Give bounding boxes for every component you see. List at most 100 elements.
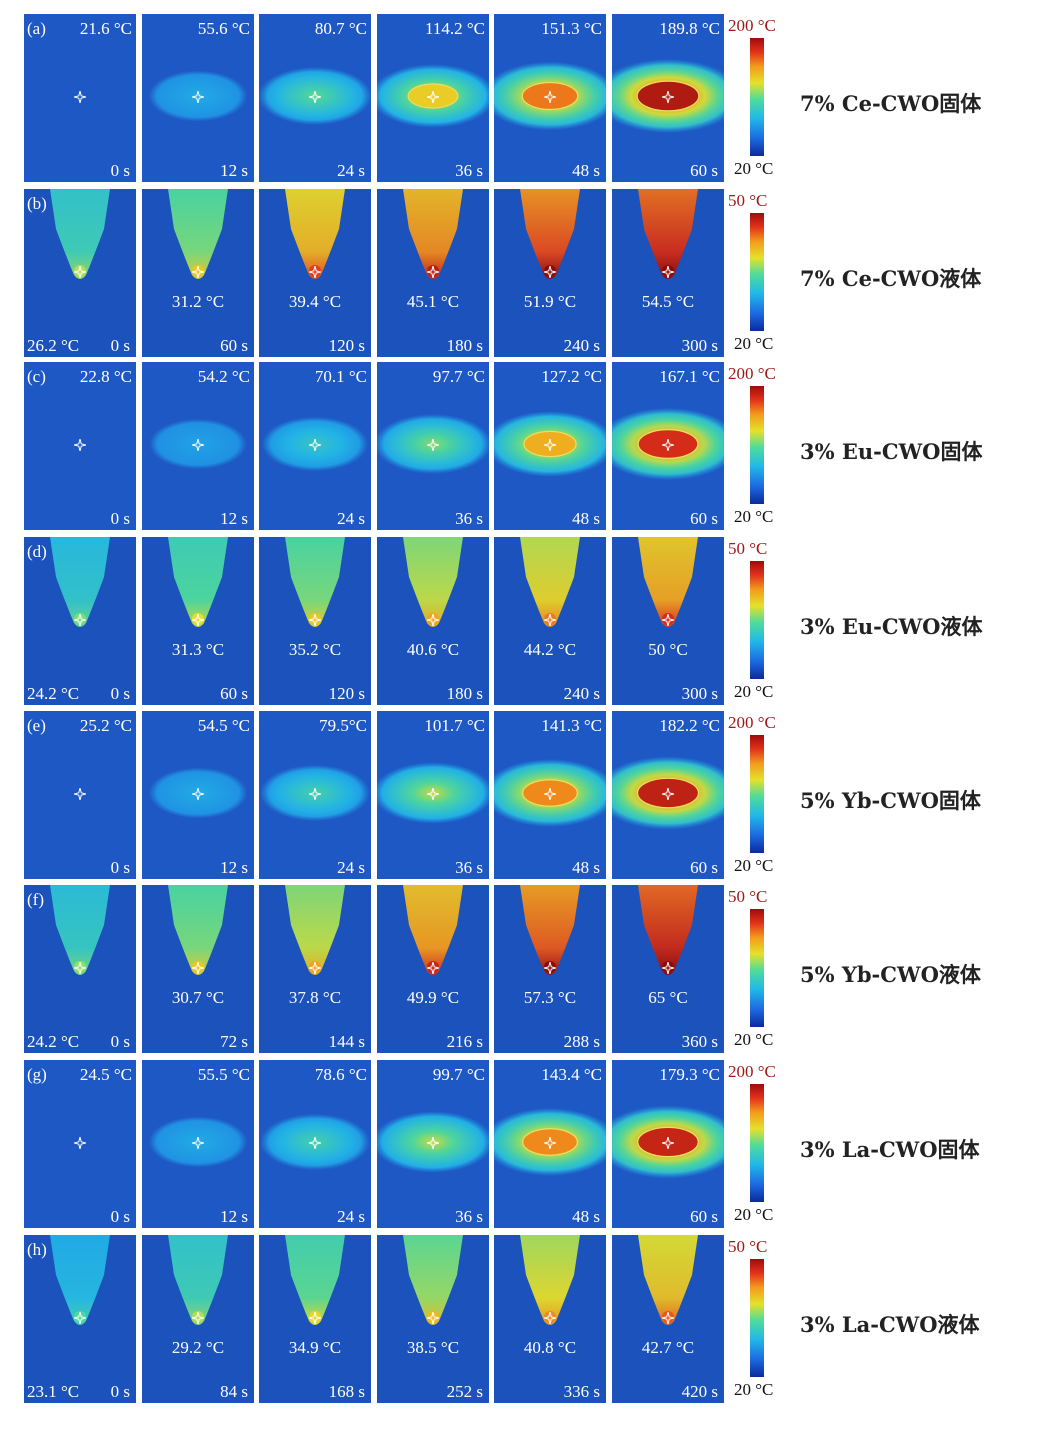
thermal-panel: 30.7 °C 72 s	[142, 885, 254, 1053]
figure-row-5: (e) 25.2 °C 0 s 54.5 °C 12 s 79.5°C 24 s 101.7 …	[0, 711, 1047, 879]
temperature-readout: 24.5 °C	[79, 1065, 132, 1084]
temperature-readout: 40.6 °C	[406, 640, 460, 659]
colorbar-max-label: 200 °C	[728, 1062, 776, 1081]
sample-label: 3% La-CWO液体	[800, 1312, 980, 1337]
temperature-readout: 99.7 °C	[432, 1065, 485, 1084]
temperature-readout: 54.5 °C	[197, 716, 250, 735]
colorbar-max-label: 50 °C	[728, 1237, 768, 1256]
thermal-panel: 151.3 °C 48 s	[494, 14, 606, 182]
thermal-image	[612, 711, 724, 879]
thermal-panel: 141.3 °C 48 s	[494, 711, 606, 879]
thermal-panel: 65 °C 360 s	[612, 885, 724, 1053]
thermal-panel: 49.9 °C 216 s	[377, 885, 489, 1053]
sample-label: 5% Yb-CWO固体	[800, 788, 981, 813]
measurement-crosshair-icon	[661, 438, 675, 452]
colorbar-min-label: 20 °C	[734, 1380, 774, 1399]
thermal-image	[494, 1060, 606, 1228]
temperature-readout: 29.2 °C	[171, 1338, 225, 1357]
temperature-readout: 167.1 °C	[659, 367, 720, 386]
colorbar-min-label: 20 °C	[734, 682, 774, 701]
sample-label: 7% Ce-CWO固体	[800, 91, 982, 116]
time-label: 144 s	[328, 1032, 365, 1051]
time-label: 0 s	[110, 161, 130, 180]
sample-label: 7% Ce-CWO液体	[800, 266, 982, 291]
measurement-crosshair-icon	[543, 90, 557, 104]
thermal-panel: (a) 21.6 °C 0 s	[24, 14, 136, 182]
measurement-crosshair-icon	[73, 787, 87, 801]
thermal-panel: (g) 24.5 °C 0 s	[24, 1060, 136, 1228]
measurement-crosshair-icon	[73, 265, 87, 279]
thermal-panel: 70.1 °C 24 s	[259, 362, 371, 530]
measurement-crosshair-icon	[191, 265, 205, 279]
time-label: 60 s	[690, 509, 718, 528]
thermal-image	[24, 537, 136, 705]
temperature-readout: 45.1 °C	[406, 292, 460, 311]
time-label: 168 s	[328, 1382, 365, 1401]
temperature-readout: 34.9 °C	[288, 1338, 342, 1357]
time-label: 0 s	[110, 1382, 130, 1401]
thermal-image	[612, 885, 724, 1053]
time-label: 60 s	[220, 684, 248, 703]
thermal-panel: 79.5°C 24 s	[259, 711, 371, 879]
temperature-readout: 25.2 °C	[79, 716, 132, 735]
time-label: 180 s	[446, 336, 483, 355]
thermal-panel: 29.2 °C 84 s	[142, 1235, 254, 1403]
time-label: 12 s	[220, 509, 248, 528]
time-label: 336 s	[563, 1382, 600, 1401]
measurement-crosshair-icon	[426, 438, 440, 452]
figure-row-8: (h) 23.1 °C 0 s 29.2 °C 84 s 34.9 °C 168 s 38.5…	[0, 1235, 1047, 1403]
thermal-panel: 127.2 °C 48 s	[494, 362, 606, 530]
colorbar	[750, 38, 764, 156]
thermal-panel: (e) 25.2 °C 0 s	[24, 711, 136, 879]
thermal-image	[142, 362, 254, 530]
temperature-readout: 39.4 °C	[288, 292, 342, 311]
temperature-readout: 37.8 °C	[288, 988, 342, 1007]
measurement-crosshair-icon	[308, 265, 322, 279]
colorbar	[750, 909, 764, 1027]
temperature-readout: 54.5 °C	[641, 292, 695, 311]
temperature-readout: 40.8 °C	[523, 1338, 577, 1357]
temperature-readout: 79.5°C	[319, 716, 367, 735]
temperature-readout: 44.2 °C	[523, 640, 577, 659]
thermal-image	[259, 885, 371, 1053]
thermal-image	[494, 14, 606, 182]
thermal-panel: (h) 23.1 °C 0 s	[24, 1235, 136, 1403]
thermal-image	[24, 885, 136, 1053]
measurement-crosshair-icon	[308, 1311, 322, 1325]
measurement-crosshair-icon	[191, 438, 205, 452]
time-label: 120 s	[328, 684, 365, 703]
measurement-crosshair-icon	[426, 265, 440, 279]
thermal-panel: 167.1 °C 60 s	[612, 362, 724, 530]
thermal-image	[377, 711, 489, 879]
thermal-panel: 179.3 °C 60 s	[612, 1060, 724, 1228]
time-label: 0 s	[110, 1207, 130, 1226]
time-label: 48 s	[572, 1207, 600, 1226]
measurement-crosshair-icon	[308, 961, 322, 975]
thermal-image	[612, 537, 724, 705]
measurement-crosshair-icon	[661, 90, 675, 104]
time-label: 240 s	[563, 336, 600, 355]
measurement-crosshair-icon	[661, 613, 675, 627]
temperature-readout: 54.2 °C	[197, 367, 250, 386]
measurement-crosshair-icon	[73, 613, 87, 627]
measurement-crosshair-icon	[308, 438, 322, 452]
temperature-readout: 26.2 °C	[27, 336, 80, 355]
time-label: 60 s	[690, 1207, 718, 1226]
colorbar	[750, 213, 764, 331]
time-label: 0 s	[110, 336, 130, 355]
thermal-image	[377, 189, 489, 357]
thermal-image	[142, 1060, 254, 1228]
time-label: 36 s	[455, 1207, 483, 1226]
temperature-readout: 127.2 °C	[541, 367, 602, 386]
measurement-crosshair-icon	[73, 90, 87, 104]
colorbar-min-label: 20 °C	[734, 1030, 774, 1049]
measurement-crosshair-icon	[543, 438, 557, 452]
thermal-image	[259, 537, 371, 705]
measurement-crosshair-icon	[191, 613, 205, 627]
time-label: 60 s	[690, 161, 718, 180]
measurement-crosshair-icon	[426, 961, 440, 975]
thermal-image	[24, 189, 136, 357]
thermal-panel: 55.6 °C 12 s	[142, 14, 254, 182]
thermal-image	[24, 711, 136, 879]
thermal-image	[259, 362, 371, 530]
